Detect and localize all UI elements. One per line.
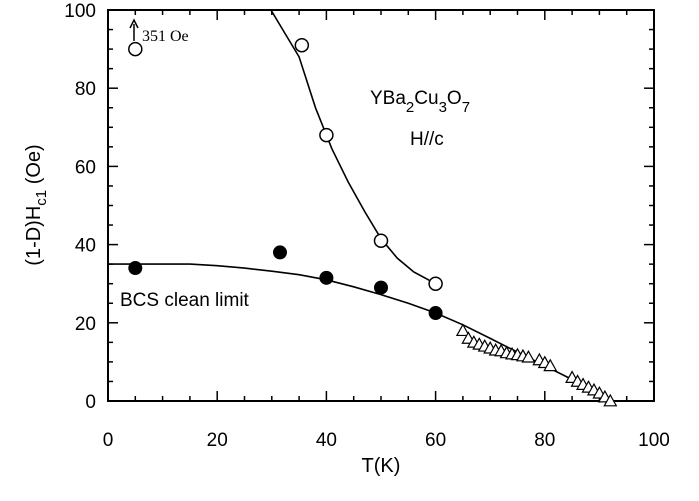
y-tick-label: 80 (75, 79, 96, 100)
x-tick-label: 60 (425, 430, 446, 451)
y-tick-label: 40 (75, 236, 96, 257)
y-tick-label: 60 (75, 157, 96, 178)
field-direction-label: H//c (410, 129, 444, 150)
fit-curve-1 (270, 10, 436, 285)
filled-circle-point (319, 270, 334, 285)
filled-circle-point (272, 245, 287, 260)
filled-circle-point (428, 306, 443, 321)
open-circle-point (428, 276, 443, 291)
open-circle-point (373, 233, 389, 248)
x-tick-label: 100 (638, 430, 670, 451)
fit-curves (108, 10, 611, 401)
arrow-note: 351 Oe (142, 28, 189, 45)
axis-ticks (107, 9, 655, 402)
x-tick-label: 20 (207, 430, 228, 451)
data-points (128, 37, 618, 407)
compound-formula: YBa2Cu3O7 (370, 88, 470, 116)
triangle-point (455, 323, 470, 337)
x-tick-label: 40 (316, 430, 337, 451)
arrow-annotation: 351 Oe (129, 18, 189, 45)
triangle-point (543, 358, 558, 372)
axis-tick-labels: 0 20 40 60 80 100 0 20 40 60 80 100 (64, 1, 670, 451)
y-tick-label: 20 (75, 314, 96, 335)
triangle-point (603, 393, 618, 407)
filled-circle-point (128, 261, 143, 276)
plot-frame (107, 9, 655, 402)
x-axis-title: T(K) (362, 455, 401, 477)
filled-circle-point (374, 280, 388, 295)
triangle-point (521, 349, 536, 363)
y-axis-title: (1-D)Hc1 (Oe) (23, 144, 50, 265)
open-circle-point (294, 37, 310, 53)
x-tick-label: 80 (534, 430, 555, 451)
bcs-curve-label: BCS clean limit (120, 290, 250, 311)
y-tick-label: 0 (85, 392, 96, 413)
x-tick-label: 0 (103, 430, 114, 451)
open-circle-point (319, 127, 334, 143)
y-tick-label: 100 (64, 1, 96, 22)
open-circle-point (128, 41, 143, 57)
fit-curve-2 (108, 263, 611, 401)
